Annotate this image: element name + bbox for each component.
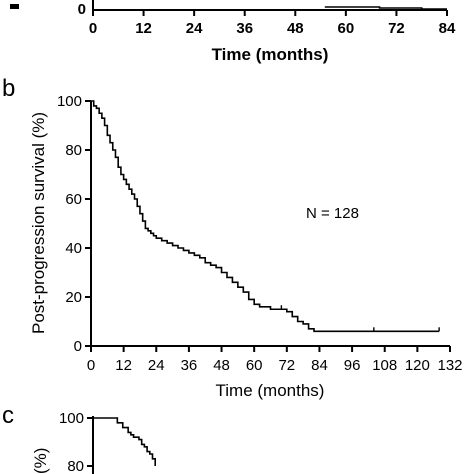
panel-b-censor-marks [280, 305, 440, 332]
panel-b-y-tick-label: 20 [65, 289, 82, 306]
panel-b-y-tick-label: 40 [65, 240, 82, 257]
top-x-ticks: 0 12 24 36 48 60 72 84 [89, 10, 456, 37]
panel-b-y-ticks: 0 20 40 60 80 100 [57, 93, 91, 355]
panel-b-x-tick-label: 48 [213, 357, 230, 374]
panel-b-x-tick-label: 12 [115, 357, 132, 374]
panel-b-x-ticks: 0 12 24 36 48 60 72 84 96 108 120 132 [87, 346, 463, 374]
panel-c-y-tick-label: 80 [67, 458, 84, 474]
panel-c-y-axis-title-fragment: (%) [31, 448, 50, 474]
top-x-tick-label: 72 [388, 20, 405, 37]
top-x-axis-title: Time (months) [212, 45, 329, 64]
panel-b-y-tick-label: 100 [57, 93, 82, 110]
panel-b-y-tick-label: 60 [65, 191, 82, 208]
panel-b-x-tick-label: 72 [278, 357, 295, 374]
panel-b-y-tick-label: 0 [74, 338, 82, 355]
panel-b-x-tick-label: 108 [372, 357, 397, 374]
panel-b-letter: b [2, 75, 15, 102]
panel-b-x-tick-label: 36 [181, 357, 198, 374]
panel-b-x-tick-label: 120 [405, 357, 430, 374]
top-y-tick-label: 0 [78, 1, 86, 18]
panel-c-survival-curve [93, 417, 157, 466]
top-x-tick-label: 48 [287, 20, 304, 37]
panel-b-survival-curve [91, 100, 440, 333]
top-x-tick-label: 0 [89, 20, 97, 37]
panel-b-y-axis-title: Post-progression survival (%) [29, 112, 48, 334]
panel-b: b Post-progression survival (%) 0 20 40 60 8… [2, 75, 463, 400]
panel-b-x-tick-label: 96 [344, 357, 361, 374]
top-x-tick-label: 24 [186, 20, 203, 37]
panel-c: c (%) 100 80 [2, 402, 157, 474]
panel-b-x-tick-label: 84 [311, 357, 328, 374]
top-x-tick-label: 36 [236, 20, 253, 37]
panel-b-x-tick-label: 0 [87, 357, 95, 374]
top-x-tick-label: 12 [135, 20, 152, 37]
top-panel: 0 0 12 24 36 48 60 72 84 Time (months) [10, 0, 456, 64]
panel-b-y-tick-label: 80 [65, 142, 82, 159]
panel-c-y-tick-label: 100 [59, 410, 84, 427]
top-x-tick-label: 84 [439, 20, 456, 37]
panel-b-x-tick-label: 60 [246, 357, 263, 374]
top-panel-letter-fragment [10, 4, 19, 9]
panel-b-x-tick-label: 132 [437, 357, 462, 374]
panel-b-x-tick-label: 24 [148, 357, 165, 374]
panel-b-x-axis-title: Time (months) [216, 381, 325, 400]
panel-c-y-ticks: 100 80 [59, 410, 93, 474]
panel-b-sample-size: N = 128 [306, 205, 359, 222]
panel-c-letter: c [2, 402, 14, 429]
top-survival-curve [324, 6, 447, 10]
top-x-tick-label: 60 [338, 20, 355, 37]
